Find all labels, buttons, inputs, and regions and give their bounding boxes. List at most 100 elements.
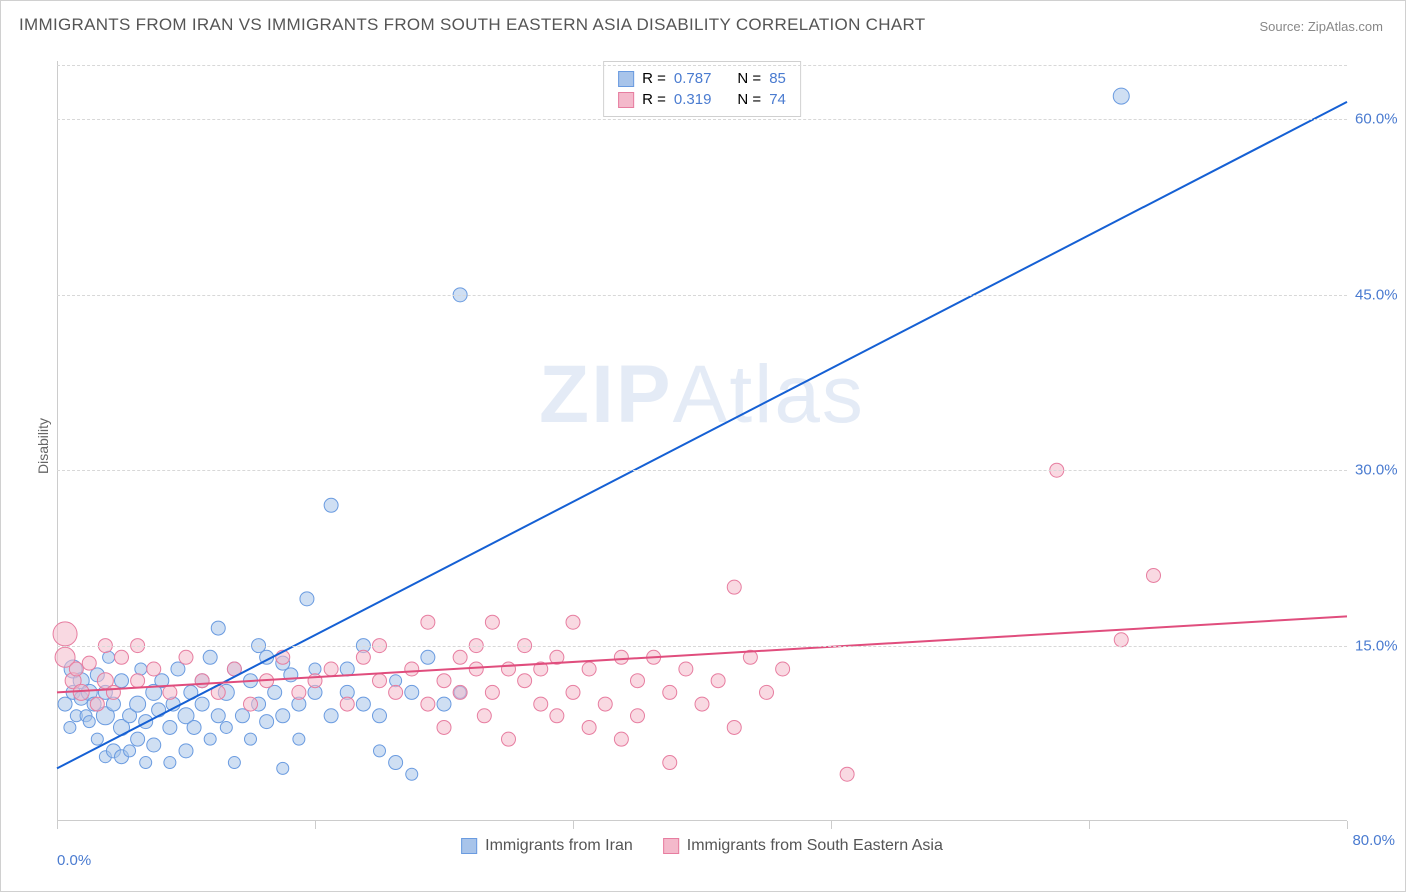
data-point <box>83 716 95 728</box>
data-point <box>776 662 790 676</box>
data-point <box>421 615 435 629</box>
x-tick-label-start: 0.0% <box>57 852 91 869</box>
r-value-1: 0.787 <box>674 70 712 87</box>
source-name: ZipAtlas.com <box>1308 19 1383 34</box>
data-point <box>300 592 314 606</box>
data-point <box>340 662 354 676</box>
data-point <box>373 674 387 688</box>
data-point <box>631 709 645 723</box>
data-point <box>163 685 177 699</box>
data-point <box>356 697 370 711</box>
data-point <box>663 756 677 770</box>
data-point <box>324 662 338 676</box>
x-tick <box>1089 821 1090 829</box>
scatter-plot-svg <box>57 61 1347 821</box>
data-point <box>477 709 491 723</box>
data-point <box>374 745 386 757</box>
data-point <box>140 757 152 769</box>
legend-item-series1: Immigrants from Iran <box>461 837 633 855</box>
data-point <box>195 674 209 688</box>
series2-name: Immigrants from South Eastern Asia <box>687 837 943 855</box>
y-tick-label: 30.0% <box>1355 462 1405 479</box>
y-tick-label: 60.0% <box>1355 111 1405 128</box>
gridline-h <box>57 470 1347 471</box>
data-point <box>82 656 96 670</box>
data-point <box>135 663 147 675</box>
data-point <box>582 662 596 676</box>
data-point <box>147 738 161 752</box>
data-point <box>260 715 274 729</box>
legend-item-series2: Immigrants from South Eastern Asia <box>663 837 943 855</box>
r-label: R = <box>642 91 666 108</box>
gridline-h <box>57 646 1347 647</box>
data-point <box>211 709 225 723</box>
data-point <box>115 650 129 664</box>
data-point <box>437 697 451 711</box>
data-point <box>485 615 499 629</box>
data-point <box>179 744 193 758</box>
gridline-h <box>57 119 1347 120</box>
data-point <box>502 662 516 676</box>
data-point <box>131 732 145 746</box>
data-point <box>582 720 596 734</box>
y-tick-label: 45.0% <box>1355 286 1405 303</box>
data-point <box>244 697 258 711</box>
gridline-h <box>57 65 1347 66</box>
y-tick-label: 15.0% <box>1355 637 1405 654</box>
chart-title: IMMIGRANTS FROM IRAN VS IMMIGRANTS FROM … <box>19 15 925 35</box>
data-point <box>631 674 645 688</box>
data-point <box>147 662 161 676</box>
data-point <box>518 674 532 688</box>
data-point <box>204 733 216 745</box>
data-point <box>211 621 225 635</box>
data-point <box>356 650 370 664</box>
data-point <box>131 674 145 688</box>
data-point <box>324 709 338 723</box>
data-point <box>453 650 467 664</box>
data-point <box>124 745 136 757</box>
data-point <box>485 685 499 699</box>
regression-line <box>57 102 1347 768</box>
x-tick <box>573 821 574 829</box>
data-point <box>276 709 290 723</box>
data-point <box>437 674 451 688</box>
data-point <box>437 720 451 734</box>
data-point <box>179 650 193 664</box>
x-tick <box>831 821 832 829</box>
data-point <box>614 650 628 664</box>
n-value-1: 85 <box>769 70 786 87</box>
x-tick <box>1347 821 1348 829</box>
correlation-legend: R = 0.787 N = 85 R = 0.319 N = 74 <box>603 61 801 117</box>
swatch-series1 <box>618 71 634 87</box>
data-point <box>502 732 516 746</box>
data-point <box>324 498 338 512</box>
data-point <box>103 651 115 663</box>
r-value-2: 0.319 <box>674 91 712 108</box>
data-point <box>245 733 257 745</box>
data-point <box>308 674 322 688</box>
data-point <box>203 650 217 664</box>
x-tick <box>315 821 316 829</box>
source-label: Source: <box>1259 19 1307 34</box>
y-axis-label: Disability <box>35 418 51 474</box>
data-point <box>421 650 435 664</box>
data-point <box>469 662 483 676</box>
data-point <box>64 721 76 733</box>
data-point <box>550 709 564 723</box>
r-label: R = <box>642 70 666 87</box>
chart-container: IMMIGRANTS FROM IRAN VS IMMIGRANTS FROM … <box>0 0 1406 892</box>
data-point <box>195 697 209 711</box>
data-point <box>534 697 548 711</box>
data-point <box>130 696 146 712</box>
data-point <box>106 685 120 699</box>
data-point <box>292 685 306 699</box>
data-point <box>69 662 83 676</box>
data-point <box>695 697 709 711</box>
gridline-h <box>57 295 1347 296</box>
swatch-series2 <box>618 92 634 108</box>
data-point <box>373 709 387 723</box>
data-point <box>53 622 77 646</box>
data-point <box>340 697 354 711</box>
data-point <box>228 757 240 769</box>
data-point <box>727 720 741 734</box>
